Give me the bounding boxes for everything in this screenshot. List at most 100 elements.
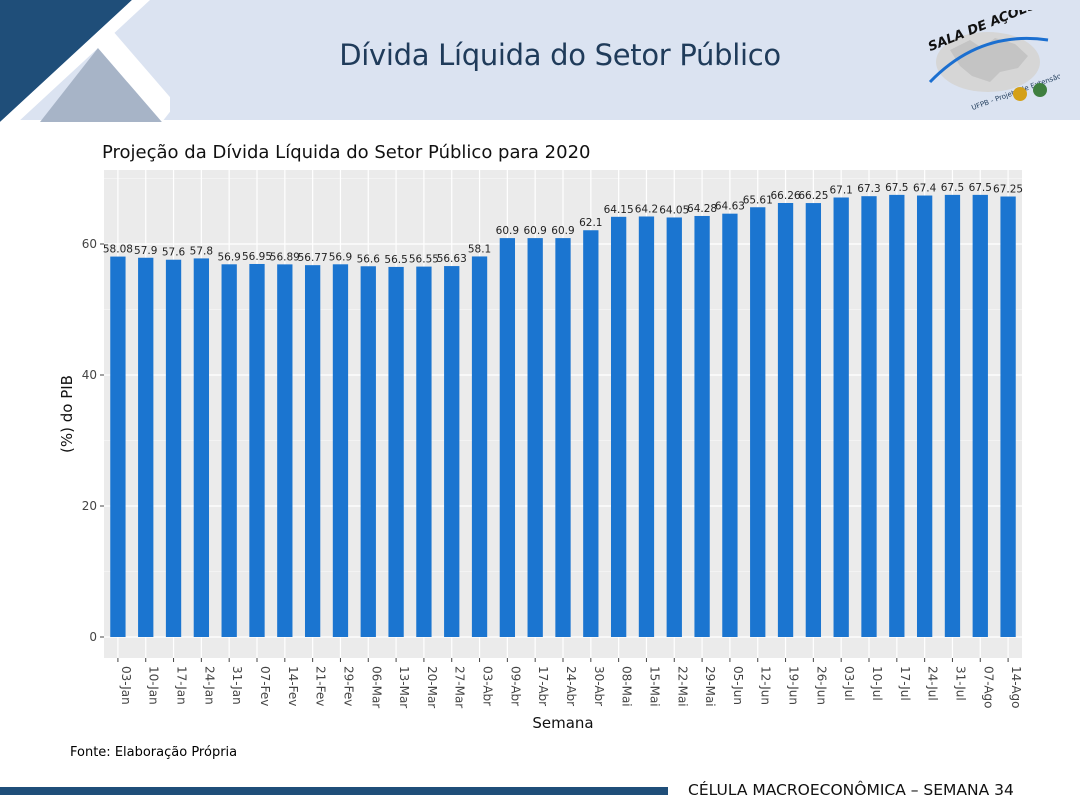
x-tick-label: 10-Jan [147,666,161,705]
data-label: 65.61 [743,194,773,206]
bar [916,195,933,637]
x-axis-title: Semana [532,714,593,732]
y-tick-label: 60 [82,237,97,251]
bar [583,230,599,637]
header-band [0,0,1080,120]
x-tick-label: 13-Mar [397,666,411,708]
bar [388,266,404,637]
bar [444,266,460,637]
x-tick-label: 19-Jun [787,666,801,705]
x-tick-label: 06-Mar [369,666,383,708]
x-tick-label: 14-Fev [286,666,300,706]
corner-decoration [0,0,170,122]
bar [666,217,682,637]
data-label: 67.5 [969,182,992,194]
bar [944,194,961,637]
bar [221,264,237,637]
bar [304,265,321,637]
data-label: 56.77 [298,252,328,264]
bar [972,194,988,637]
bar [499,238,516,638]
data-label: 56.63 [437,253,467,265]
slide-title: Dívida Líquida do Setor Público [339,38,781,72]
data-label: 56.6 [357,253,381,265]
bar [555,238,571,638]
x-tick-label: 21-Fev [314,666,328,706]
bar [805,203,822,637]
x-tick-label: 22-Mai [675,666,689,707]
data-label: 56.95 [242,251,272,263]
data-label: 56.89 [270,251,300,263]
x-tick-label: 09-Abr [508,666,522,706]
data-label: 58.08 [103,244,133,256]
bar [165,259,182,637]
y-tick-label: 0 [89,630,97,644]
x-tick-label: 05-Jun [731,666,745,705]
bar [360,266,376,637]
x-tick-label: 26-Jun [814,666,828,705]
x-tick-label: 08-Mai [620,666,634,707]
data-label: 58.1 [468,243,491,255]
bar [471,256,488,637]
bar [889,194,905,637]
chart-title: Projeção da Dívida Líquida do Setor Públ… [102,142,591,163]
data-label: 60.9 [551,225,574,237]
bar [777,202,794,637]
data-label: 56.9 [217,251,240,263]
x-tick-label: 10-Jul [870,666,884,701]
x-tick-label: 03-Abr [481,666,495,706]
x-tick-label: 07-Ago [981,666,995,709]
bar [694,215,710,637]
data-label: 60.9 [523,225,546,237]
bar [332,264,349,637]
bar [527,238,543,638]
x-tick-label: 31-Jan [230,666,244,705]
bar [416,266,432,637]
data-label: 67.5 [941,182,964,194]
x-tick-label: 31-Jul [953,666,967,701]
data-label: 66.25 [798,190,828,202]
footer-text: CÉLULA MACROECONÔMICA – SEMANA 34 [688,781,1014,799]
data-label: 56.55 [409,254,439,266]
x-tick-label: 14-Ago [1009,666,1023,709]
bar [277,264,293,637]
x-tick-label: 15-Mai [647,666,661,707]
x-tick-label: 12-Jun [759,666,773,705]
sala-de-acoes-logo: SALA DE AÇÕES UFPB - Projeto de Extensão [926,10,1060,110]
data-label: 67.1 [829,184,852,196]
x-tick-label: 20-Mar [425,666,439,708]
bar [638,216,655,638]
footer-bar [0,787,668,795]
x-tick-label: 27-Mar [453,666,467,708]
data-label: 67.3 [857,183,880,195]
data-label: 60.9 [496,225,519,237]
bar [861,196,877,637]
x-tick-label: 29-Fev [341,666,355,706]
data-label: 56.5 [384,254,407,266]
data-label: 64.2 [635,203,658,215]
data-label: 64.05 [659,204,689,216]
x-tick-label: 17-Abr [536,666,550,706]
source-note: Fonte: Elaboração Própria [70,745,238,760]
x-tick-label: 03-Jan [119,666,133,705]
data-label: 66.26 [771,190,801,202]
data-label: 67.25 [993,184,1023,196]
bar [833,197,849,637]
bar-chart: 0 20 40 60 58.08 03-Jan 57.9 10-Jan 57.6 17-Jan 57… [58,170,1023,732]
data-label: 57.9 [134,245,157,257]
x-tick-label: 29-Mai [703,666,717,707]
bar [193,258,210,637]
bar [249,263,265,637]
bar [750,207,766,637]
x-tick-label: 24-Jul [926,666,940,701]
bar [138,257,154,637]
data-label: 57.8 [190,245,213,257]
bar [610,216,627,637]
data-label: 62.1 [579,217,602,229]
x-tick-label: 17-Jan [175,666,189,705]
data-label: 67.4 [913,183,937,195]
data-label: 57.6 [162,247,186,259]
x-tick-label: 24-Jan [202,666,216,705]
x-tick-label: 17-Jul [898,666,912,701]
bar [722,213,738,637]
